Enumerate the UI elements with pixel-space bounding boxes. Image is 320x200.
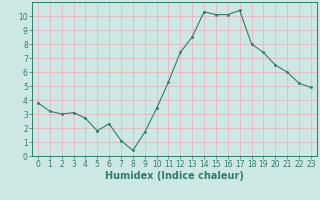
X-axis label: Humidex (Indice chaleur): Humidex (Indice chaleur) — [105, 171, 244, 181]
